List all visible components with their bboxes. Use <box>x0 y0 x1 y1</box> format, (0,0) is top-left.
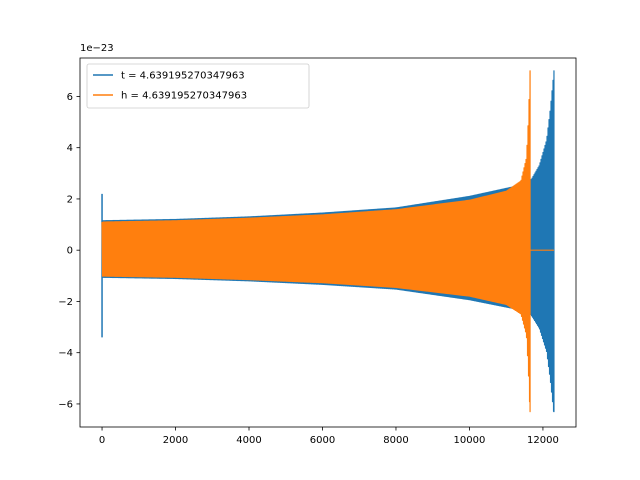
x-tick-label: 0 <box>99 435 105 446</box>
series-line <box>101 70 554 413</box>
y-tick-label: −6 <box>58 399 73 410</box>
y-tick-label: 0 <box>67 246 73 257</box>
y-tick-label: 2 <box>67 194 73 205</box>
series-line <box>101 70 555 413</box>
x-axis: 0 2000 4000 6000 8000 10000 12000 <box>99 427 559 446</box>
x-tick-label: 2000 <box>163 435 188 446</box>
legend: t = 4.639195270347963 h = 4.6391952703479… <box>86 63 310 109</box>
x-tick-label: 10000 <box>454 435 486 446</box>
y-tick-label: 6 <box>67 92 73 103</box>
x-tick-label: 4000 <box>236 435 261 446</box>
legend-label: t = 4.639195270347963 <box>121 71 245 82</box>
plot-area <box>101 70 555 413</box>
y-axis: −6 −4 −2 0 2 4 6 <box>58 92 80 410</box>
legend-label: h = 4.639195270347963 <box>121 91 247 102</box>
y-tick-label: −4 <box>58 348 73 359</box>
y-offset-label: 1e−23 <box>80 43 114 54</box>
y-tick-label: 4 <box>67 143 73 154</box>
x-tick-label: 12000 <box>527 435 559 446</box>
axes-frame <box>79 57 577 428</box>
legend-box <box>86 63 310 109</box>
x-tick-label: 6000 <box>310 435 335 446</box>
y-tick-label: −2 <box>58 297 73 308</box>
x-tick-label: 8000 <box>383 435 408 446</box>
